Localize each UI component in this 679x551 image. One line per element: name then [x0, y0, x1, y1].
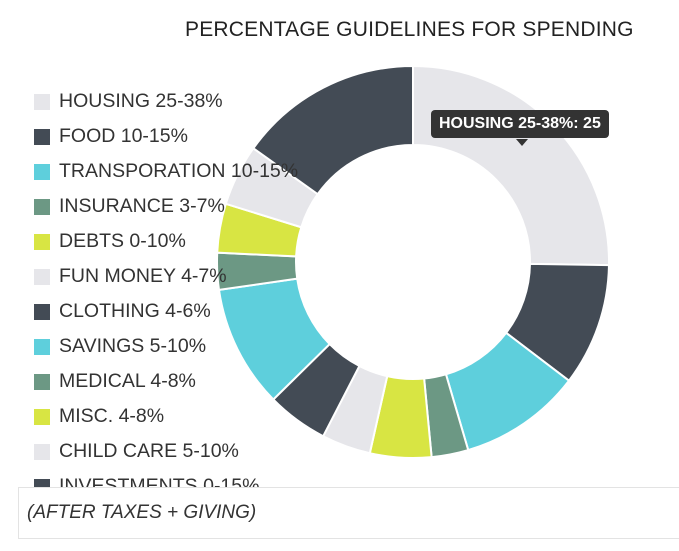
- legend-item-7[interactable]: SAVINGS 5-10%: [34, 329, 298, 364]
- legend-swatch: [34, 443, 50, 460]
- chart-legend: HOUSING 25-38% FOOD 10-15% TRANSPORATION 1…: [34, 84, 298, 504]
- legend-swatch: [34, 408, 50, 425]
- legend-swatch: [34, 373, 50, 390]
- legend-swatch: [34, 198, 50, 215]
- note-box: (AFTER TAXES + GIVING): [18, 487, 679, 539]
- legend-label: INSURANCE 3-7%: [59, 195, 225, 217]
- legend-item-9[interactable]: MISC. 4-8%: [34, 399, 298, 434]
- legend-label: MEDICAL 4-8%: [59, 370, 196, 392]
- legend-label: MISC. 4-8%: [59, 405, 165, 427]
- legend-swatch: [34, 128, 50, 145]
- legend-swatch: [34, 163, 50, 180]
- slice-11[interactable]: [251, 64, 414, 196]
- legend-label: CLOTHING 4-6%: [59, 300, 211, 322]
- legend-swatch: [34, 233, 50, 250]
- legend-label: TRANSPORATION 10-15%: [59, 160, 299, 182]
- legend-item-8[interactable]: MEDICAL 4-8%: [34, 364, 298, 399]
- legend-label: FOOD 10-15%: [59, 125, 188, 147]
- legend-item-4[interactable]: DEBTS 0-10%: [34, 224, 298, 259]
- legend-label: SAVINGS 5-10%: [59, 335, 207, 357]
- legend-swatch: [34, 303, 50, 320]
- tooltip-arrow: [516, 139, 528, 146]
- note-text: (AFTER TAXES + GIVING): [27, 502, 257, 523]
- legend-label: HOUSING 25-38%: [59, 90, 223, 112]
- legend-item-1[interactable]: FOOD 10-15%: [34, 119, 298, 154]
- legend-swatch: [34, 338, 50, 355]
- legend-label: FUN MONEY 4-7%: [59, 265, 227, 287]
- legend-label: DEBTS 0-10%: [59, 230, 186, 252]
- slice-0[interactable]: [412, 64, 610, 267]
- legend-item-3[interactable]: INSURANCE 3-7%: [34, 189, 298, 224]
- chart-tooltip: HOUSING 25-38%: 25: [431, 110, 609, 138]
- legend-swatch: [34, 93, 50, 110]
- legend-item-6[interactable]: CLOTHING 4-6%: [34, 294, 298, 329]
- legend-item-0[interactable]: HOUSING 25-38%: [34, 84, 298, 119]
- chart-title: PERCENTAGE GUIDELINES FOR SPENDING: [185, 18, 634, 41]
- legend-item-5[interactable]: FUN MONEY 4-7%: [34, 259, 298, 294]
- legend-item-2[interactable]: TRANSPORATION 10-15%: [34, 154, 298, 189]
- legend-label: CHILD CARE 5-10%: [59, 440, 239, 462]
- legend-item-10[interactable]: CHILD CARE 5-10%: [34, 434, 298, 469]
- legend-swatch: [34, 268, 50, 285]
